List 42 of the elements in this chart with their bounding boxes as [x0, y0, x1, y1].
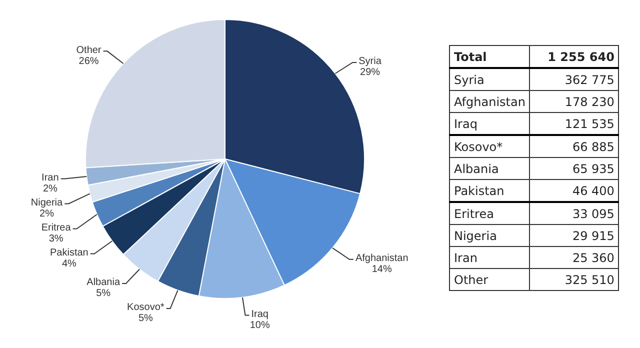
- data-label: 2%: [40, 208, 54, 220]
- data-label: 2%: [42, 183, 58, 194]
- slice-label: Albania: [86, 277, 120, 288]
- slice-label: Pakistan: [50, 247, 88, 258]
- text: 29 915: [530, 224, 619, 246]
- text: 1 255 640: [530, 46, 619, 68]
- text: 65 935: [530, 158, 619, 180]
- slice-label: Syria: [450, 68, 530, 90]
- category-label: Albania: [454, 162, 499, 176]
- data-label: 29%: [360, 67, 380, 78]
- text: 121 535: [530, 112, 619, 135]
- text: 66 885: [530, 135, 619, 158]
- slice-label: Eritrea: [41, 222, 72, 234]
- category-label: Afghanistan: [454, 94, 526, 108]
- slice-label: Iran: [42, 172, 59, 184]
- text: 25 360: [530, 246, 619, 268]
- slice-label: Nigeria: [30, 197, 64, 208]
- category-label: Iran: [454, 250, 478, 264]
- slice-label: Iraq: [251, 309, 268, 320]
- text: 325 510: [530, 268, 619, 290]
- data-label: 5%: [138, 313, 154, 324]
- text: 46 400: [530, 180, 619, 202]
- data-label: 26%: [78, 56, 99, 67]
- category-label: Kosovo*: [454, 140, 503, 154]
- text: 362 775: [530, 68, 619, 90]
- data-label: 14%: [372, 264, 392, 276]
- slice-label: Afghanistan: [355, 253, 408, 264]
- category-label: Eritrea: [454, 206, 494, 220]
- category-label: Nigeria: [454, 228, 497, 242]
- data-label: 3%: [48, 233, 64, 244]
- text: 178 230: [530, 90, 619, 112]
- category-label: Other: [454, 272, 488, 286]
- category-label: Pakistan: [454, 184, 504, 198]
- data-label: 4%: [62, 258, 76, 270]
- data-label: 5%: [96, 288, 111, 300]
- slice-label: Syria: [358, 56, 382, 68]
- category-label: Iraq: [454, 116, 478, 130]
- slice-label: Other: [76, 44, 102, 56]
- slice-label: Kosovo*: [127, 302, 164, 314]
- data-label: 10%: [250, 320, 270, 332]
- text: 33 095: [530, 202, 619, 224]
- text: Total: [450, 46, 530, 68]
